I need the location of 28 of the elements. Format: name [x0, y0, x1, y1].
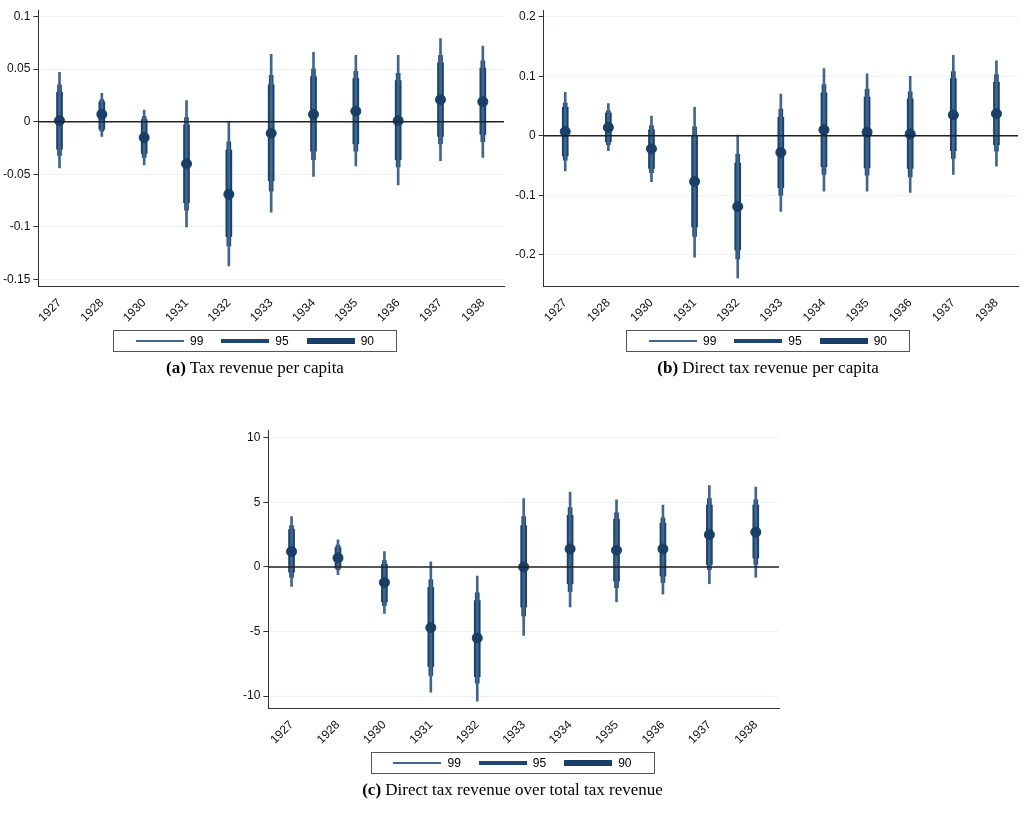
y-tick-label: -0.15 [2, 271, 31, 286]
legend-label: 99 [702, 334, 717, 348]
legend-label: 99 [447, 756, 461, 770]
legend-label: 90 [618, 756, 632, 770]
y-tick-label: 0 [23, 114, 31, 129]
text: (b) Direct tax revenue per capita [656, 358, 880, 378]
y-tick-label: -10 [243, 688, 261, 703]
y-tick-label: 0.05 [6, 61, 31, 76]
y-tick-label: 5 [253, 494, 261, 509]
legend-label: 90 [360, 334, 375, 348]
y-tick-label: -0.2 [514, 247, 536, 262]
y-tick-label: 10 [246, 430, 261, 445]
legend-label: 95 [532, 756, 547, 770]
y-tick-label: 0 [253, 559, 261, 574]
y-tick-label: -0.05 [2, 166, 31, 181]
y-tick-label: 0.1 [518, 68, 536, 83]
text: (c) Direct tax revenue over total tax revenue [361, 780, 664, 800]
y-tick-label: -0.1 [9, 219, 31, 234]
text: (a) Tax revenue per capita [165, 358, 345, 378]
legend-label: 95 [788, 334, 802, 348]
y-tick-label: -5 [249, 623, 261, 638]
y-tick-label: 0.2 [518, 9, 536, 24]
y-tick-label: 0.1 [13, 8, 31, 23]
legend-label: 95 [275, 334, 289, 348]
y-tick-label: -0.1 [514, 187, 536, 202]
y-tick-label: 0 [528, 128, 536, 143]
legend-label: 90 [873, 334, 888, 348]
legend-label: 99 [189, 334, 204, 348]
